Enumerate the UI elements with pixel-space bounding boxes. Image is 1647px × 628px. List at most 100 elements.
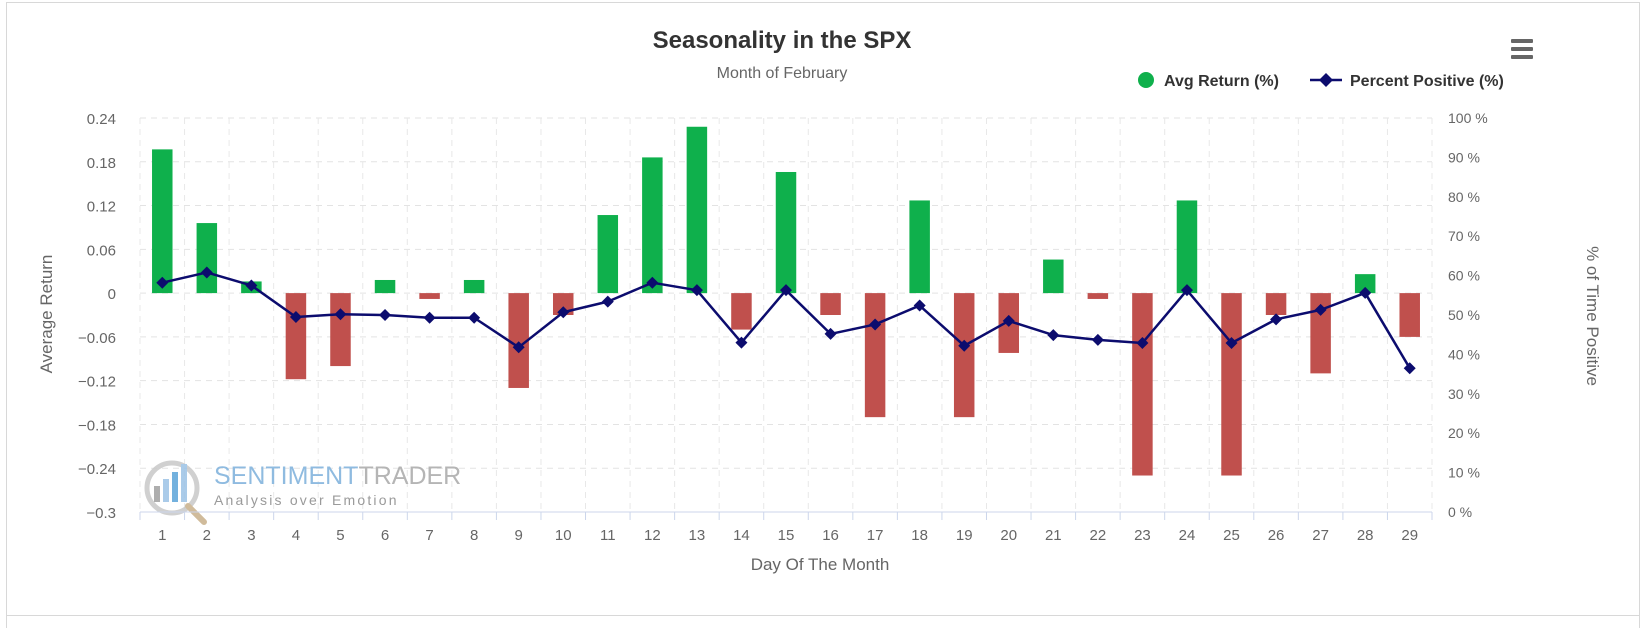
avg-return-bar[interactable] — [731, 293, 752, 330]
percent-positive-point[interactable] — [1002, 314, 1015, 327]
y-right-tick-label: 10 % — [1448, 465, 1480, 481]
percent-positive-point[interactable] — [468, 311, 481, 324]
percent-positive-point[interactable] — [289, 310, 302, 323]
avg-return-bar[interactable] — [775, 171, 797, 294]
x-tick-label: 22 — [1090, 527, 1107, 544]
x-tick-label: 23 — [1134, 527, 1151, 544]
percent-positive-point[interactable] — [646, 276, 659, 289]
avg-return-bar[interactable] — [196, 223, 218, 294]
avg-return-bar[interactable] — [552, 293, 574, 315]
legend-item-avg-return[interactable]: Avg Return (%) — [1138, 72, 1279, 90]
avg-return-bar[interactable] — [463, 279, 485, 294]
legend-label-avg-return: Avg Return (%) — [1164, 73, 1279, 90]
x-tick-label: 29 — [1401, 527, 1418, 544]
percent-positive-point[interactable] — [1180, 284, 1193, 297]
y-right-tick-label: 50 % — [1448, 307, 1480, 323]
axes: 0.24 0.18 0.12 0.06 0 −0.06 −0.12 −0.18 −0.24 −0.… — [78, 110, 1488, 544]
percent-positive-point[interactable] — [735, 336, 748, 349]
sentimentrader-watermark: SENTIMENTTRADER Analysis over Emotion — [144, 460, 461, 525]
avg-return-bars — [152, 126, 1420, 476]
x-tick-label: 25 — [1223, 527, 1240, 544]
watermark-tagline: Analysis over Emotion — [214, 492, 399, 508]
avg-return-bar[interactable] — [953, 293, 975, 418]
percent-positive-point[interactable] — [913, 299, 926, 312]
avg-return-bar[interactable] — [1043, 259, 1064, 294]
legend-item-percent-positive[interactable]: Percent Positive (%) — [1310, 73, 1504, 90]
percent-positive-point[interactable] — [1136, 336, 1149, 349]
x-tick-label: 10 — [555, 527, 572, 544]
x-tick-label: 19 — [956, 527, 973, 544]
avg-return-bar[interactable] — [152, 149, 173, 294]
legend-diamond-icon — [1319, 73, 1333, 87]
percent-positive-point[interactable] — [958, 339, 971, 352]
avg-return-bar[interactable] — [1310, 293, 1331, 374]
x-tick-label: 15 — [778, 527, 795, 544]
avg-return-bar[interactable] — [1176, 200, 1198, 294]
x-tick-label: 16 — [822, 527, 839, 544]
avg-return-bar[interactable] — [597, 215, 619, 294]
x-tick-label: 11 — [600, 527, 616, 544]
y-left-tick-label: −0.06 — [78, 330, 116, 347]
container-bottom-edge — [6, 616, 1640, 628]
sentimentrader-logo-icon — [144, 460, 207, 525]
y-right-tick-label: 70 % — [1448, 228, 1480, 244]
x-tick-label: 5 — [336, 527, 344, 544]
x-tick-label: 7 — [425, 527, 433, 544]
percent-positive-point[interactable] — [423, 311, 436, 324]
avg-return-bar[interactable] — [686, 126, 708, 294]
y-left-tick-label: 0.12 — [87, 199, 116, 216]
y-left-tick-label: 0.24 — [87, 111, 116, 128]
y-right-tick-label: 60 % — [1448, 268, 1480, 284]
percent-positive-point[interactable] — [1091, 333, 1104, 346]
x-tick-label: 3 — [247, 527, 255, 544]
percent-positive-point[interactable] — [379, 309, 392, 321]
avg-return-bar[interactable] — [820, 293, 841, 315]
avg-return-bar[interactable] — [864, 293, 886, 418]
percent-positive-point[interactable] — [1047, 329, 1060, 342]
avg-return-bar[interactable] — [374, 279, 396, 294]
percent-positive-point[interactable] — [780, 284, 792, 297]
percent-positive-point[interactable] — [334, 308, 347, 321]
avg-return-bar[interactable] — [1132, 293, 1153, 476]
avg-return-bar[interactable] — [1087, 293, 1109, 299]
percent-positive-point[interactable] — [245, 279, 258, 292]
y-right-tick-label: 100 % — [1448, 110, 1488, 126]
x-tick-label: 9 — [515, 527, 523, 544]
avg-return-bar[interactable] — [330, 293, 351, 367]
avg-return-bar[interactable] — [419, 293, 440, 299]
chart-menu-button[interactable] — [1508, 36, 1536, 62]
y-left-tick-label: 0.06 — [87, 242, 116, 259]
percent-positive-point[interactable] — [1270, 313, 1283, 326]
avg-return-bar[interactable] — [642, 157, 663, 294]
avg-return-bar[interactable] — [1399, 293, 1420, 337]
x-tick-label: 21 — [1045, 527, 1062, 544]
x-tick-label: 18 — [911, 527, 928, 544]
percent-positive-point[interactable] — [601, 295, 614, 308]
y-left-tick-label: −0.18 — [78, 417, 116, 434]
avg-return-bar[interactable] — [1265, 293, 1287, 315]
percent-positive-point[interactable] — [1314, 303, 1327, 316]
percent-positive-point[interactable] — [557, 306, 570, 319]
y-axis-right-title: % of Time Positive — [1583, 246, 1602, 386]
x-tick-label: 17 — [867, 527, 884, 544]
percent-positive-point[interactable] — [1225, 336, 1238, 349]
percent-positive-point[interactable] — [200, 266, 213, 279]
percent-positive-point[interactable] — [1359, 286, 1372, 299]
y-left-tick-label: 0 — [108, 286, 116, 303]
avg-return-bar[interactable] — [508, 293, 529, 388]
avg-return-bar[interactable] — [285, 293, 307, 380]
percent-positive-point[interactable] — [1403, 362, 1416, 375]
percent-positive-point[interactable] — [512, 341, 525, 354]
percent-positive-point[interactable] — [156, 276, 169, 289]
avg-return-bar[interactable] — [1354, 274, 1376, 294]
y-right-tick-label: 80 % — [1448, 189, 1480, 205]
percent-positive-point[interactable] — [824, 327, 837, 340]
avg-return-bar[interactable] — [909, 200, 930, 294]
x-tick-label: 4 — [292, 527, 300, 544]
percent-positive-point[interactable] — [690, 284, 703, 297]
y-right-tick-label: 20 % — [1448, 425, 1480, 441]
x-tick-label: 20 — [1000, 527, 1017, 544]
percent-positive-point[interactable] — [869, 318, 882, 331]
avg-return-bar[interactable] — [1221, 293, 1242, 476]
legend-circle-icon — [1138, 72, 1154, 88]
